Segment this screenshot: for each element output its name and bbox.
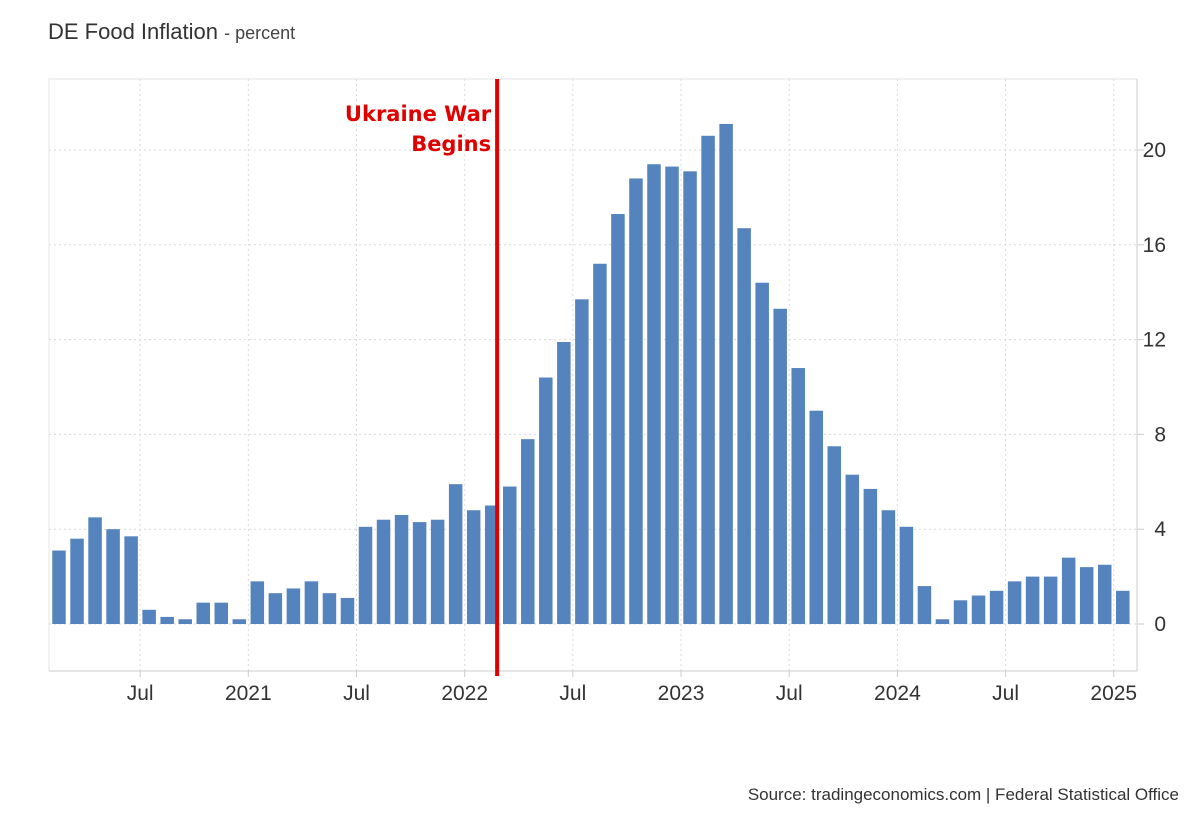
bar-2022-02 bbox=[484, 505, 499, 624]
bar-2022-04 bbox=[521, 439, 535, 624]
x-tick-label: Jul bbox=[343, 682, 370, 705]
bar-2021-11 bbox=[430, 519, 445, 624]
bar-2020-02 bbox=[52, 550, 66, 624]
bar-2021-09 bbox=[394, 514, 409, 624]
x-tick-label: 2023 bbox=[658, 682, 705, 705]
source-credit: Source: tradingeconomics.com | Federal S… bbox=[747, 785, 1179, 804]
bar-2021-02 bbox=[268, 593, 283, 624]
bar-2024-06 bbox=[989, 590, 1004, 624]
ukraine-war-annotation: Ukraine War Begins bbox=[345, 79, 500, 676]
x-gridlines bbox=[139, 79, 1115, 677]
bar-2020-12 bbox=[232, 619, 247, 624]
bar-2025-01 bbox=[1116, 590, 1130, 624]
y-tick-label: 20 bbox=[1143, 139, 1166, 162]
y-tick-label: 16 bbox=[1143, 234, 1166, 257]
x-tick-label: Jul bbox=[559, 682, 586, 705]
bar-2022-10 bbox=[629, 178, 643, 624]
bar-2020-07 bbox=[142, 609, 156, 624]
bar-2022-08 bbox=[593, 263, 607, 624]
y-tick-labels: 0 4 8 12 16 20 bbox=[1143, 139, 1167, 636]
bar-2022-12 bbox=[665, 166, 679, 624]
y-tick-label: 8 bbox=[1154, 423, 1166, 446]
x-tick-label: Jul bbox=[776, 682, 803, 705]
y-tick-label: 12 bbox=[1143, 329, 1166, 352]
bar-2023-08 bbox=[809, 410, 824, 624]
x-tick-labels: Jul 2021 Jul 2022 Jul 2023 Jul 2024 Jul 2025 bbox=[127, 682, 1137, 705]
plot-frame bbox=[48, 78, 1138, 672]
bar-2021-04 bbox=[304, 581, 319, 624]
bar-2023-06 bbox=[773, 308, 787, 624]
bar-2024-09 bbox=[1043, 576, 1058, 624]
bar-2023-09 bbox=[827, 446, 842, 624]
bar-2023-04 bbox=[737, 228, 751, 624]
bar-2021-05 bbox=[322, 593, 337, 624]
bar-2021-06 bbox=[340, 597, 355, 624]
bar-2024-01 bbox=[899, 526, 914, 624]
x-tick-label: 2022 bbox=[441, 682, 488, 705]
bar-2020-11 bbox=[214, 602, 229, 624]
bar-2022-09 bbox=[611, 213, 625, 625]
bar-2023-03 bbox=[719, 123, 733, 625]
bar-2020-06 bbox=[124, 536, 138, 624]
bar-2024-05 bbox=[971, 595, 986, 624]
bar-2024-08 bbox=[1025, 576, 1040, 624]
bar-2023-12 bbox=[881, 510, 896, 624]
y-tick-label: 4 bbox=[1154, 518, 1166, 541]
bar-2022-03 bbox=[503, 486, 517, 624]
bar-2020-05 bbox=[106, 529, 120, 624]
x-tick-label: 2025 bbox=[1090, 682, 1137, 705]
bar-2020-04 bbox=[88, 517, 102, 624]
bar-2021-10 bbox=[412, 522, 427, 624]
bar-2020-03 bbox=[70, 538, 84, 624]
bar-2021-12 bbox=[448, 484, 463, 624]
bar-2023-10 bbox=[845, 474, 860, 624]
bar-2020-08 bbox=[160, 616, 174, 624]
bar-2023-05 bbox=[755, 282, 769, 624]
annotation-label-line2: Begins bbox=[411, 132, 491, 156]
bar-2022-05 bbox=[539, 377, 553, 624]
bar-2024-04 bbox=[953, 600, 968, 624]
bar-2021-07 bbox=[358, 526, 373, 624]
bar-2023-02 bbox=[701, 135, 715, 624]
bar-2024-11 bbox=[1079, 567, 1094, 624]
x-tick-label: Jul bbox=[127, 682, 154, 705]
bar-2022-01 bbox=[466, 510, 481, 624]
y-tick-label: 0 bbox=[1154, 613, 1166, 636]
chart-unit: - percent bbox=[224, 23, 296, 43]
bar-2024-03 bbox=[935, 619, 950, 624]
bar-2024-10 bbox=[1061, 557, 1076, 624]
annotation-label-line1: Ukraine War bbox=[345, 102, 492, 126]
bar-2021-01 bbox=[250, 581, 265, 624]
bar-2020-10 bbox=[196, 602, 210, 624]
bar-2023-01 bbox=[683, 171, 697, 624]
x-tick-label: 2024 bbox=[874, 682, 921, 705]
bar-2024-02 bbox=[917, 586, 932, 624]
bar-2021-03 bbox=[286, 588, 301, 624]
bar-2022-06 bbox=[557, 341, 571, 624]
bar-2024-12 bbox=[1097, 564, 1112, 624]
bar-2020-09 bbox=[178, 619, 192, 624]
chart-title-text: DE Food Inflation bbox=[48, 19, 218, 44]
bar-2024-07 bbox=[1007, 581, 1022, 624]
bar-2022-11 bbox=[647, 164, 661, 624]
bar-2022-07 bbox=[575, 299, 589, 624]
x-tick-label: Jul bbox=[992, 682, 1019, 705]
chart-title: DE Food Inflation - percent bbox=[48, 19, 295, 45]
bar-2021-08 bbox=[376, 519, 391, 624]
bar-2023-07 bbox=[791, 368, 805, 624]
x-tick-label: 2021 bbox=[225, 682, 272, 705]
bar-series bbox=[52, 123, 1130, 625]
bar-2023-11 bbox=[863, 488, 878, 624]
